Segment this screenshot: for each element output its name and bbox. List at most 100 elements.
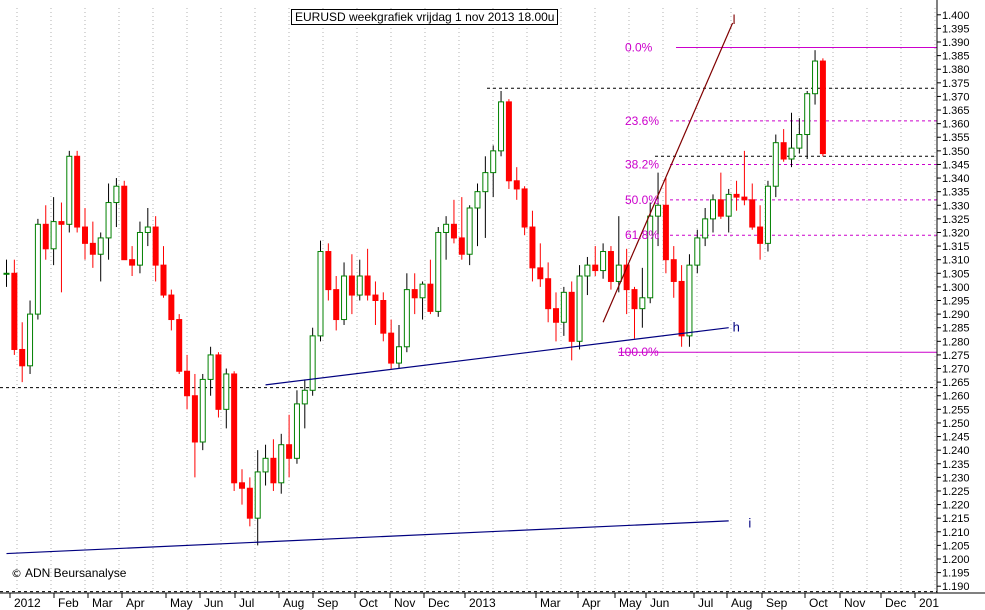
candle-body — [600, 251, 607, 272]
y-tick-label: 1.270 — [942, 364, 970, 376]
candle-body — [364, 275, 371, 296]
y-tick-label: 1.245 — [942, 432, 970, 444]
candle-body — [458, 237, 465, 255]
candle-body — [812, 60, 819, 95]
candle-body — [545, 278, 552, 310]
y-tick-label: 1.250 — [942, 418, 970, 430]
candle-body — [694, 237, 701, 266]
y-tick-label: 1.395 — [942, 23, 970, 35]
trendlines — [6, 22, 734, 555]
candle-body — [19, 348, 26, 367]
candle-body — [317, 251, 324, 337]
candle-body — [513, 180, 520, 190]
candle-body — [309, 335, 316, 391]
candle-body — [74, 155, 81, 228]
y-tick-label: 1.280 — [942, 336, 970, 348]
candle-body — [11, 272, 18, 350]
y-tick-label: 1.200 — [942, 554, 970, 566]
x-tick-label: 201 — [919, 596, 939, 610]
y-tick-label: 1.195 — [942, 568, 970, 580]
x-tick-label: Apr — [582, 596, 601, 610]
candle-body — [427, 283, 434, 312]
y-tick-label: 1.190 — [942, 581, 970, 593]
candle-body — [42, 223, 49, 250]
candle-body — [82, 226, 88, 244]
candle-body — [686, 264, 693, 337]
fib-level-label: 0.0% — [625, 40, 653, 54]
x-tick-label: Dec — [428, 596, 449, 610]
x-tick-label: 2012 — [14, 596, 41, 610]
y-tick-label: 1.330 — [942, 200, 970, 212]
x-tick-label: Aug — [731, 596, 752, 610]
candle-body — [293, 403, 300, 459]
candle-body — [710, 199, 716, 220]
candle-body — [121, 185, 128, 261]
x-tick-label: Dec — [885, 596, 906, 610]
candle-body — [647, 215, 654, 299]
candle-body — [207, 354, 214, 380]
y-tick-label: 1.300 — [942, 282, 970, 294]
candle-body — [498, 101, 505, 152]
candle-body — [764, 185, 771, 244]
candle-body — [3, 272, 10, 275]
candle-body — [796, 134, 803, 149]
y-tick-label: 1.325 — [942, 214, 970, 226]
y-tick-label: 1.320 — [942, 227, 970, 239]
candle-body — [568, 291, 575, 342]
candle-body — [403, 289, 410, 348]
y-tick-label: 1.355 — [942, 132, 970, 144]
candle-body — [396, 346, 402, 364]
y-tick-label: 1.290 — [942, 309, 970, 321]
candle-body — [615, 264, 622, 282]
x-tick-label: Apr — [126, 596, 145, 610]
fib-level-label: 50.0% — [625, 193, 659, 207]
candle-body — [341, 275, 348, 321]
candle-body — [231, 373, 238, 484]
x-tick-label: Aug — [283, 596, 304, 610]
y-tick-label: 1.365 — [942, 105, 970, 117]
candle-body — [631, 289, 638, 310]
y-tick-label: 1.385 — [942, 51, 970, 63]
copyright-text: ADN Beursanalyse — [25, 566, 127, 580]
candle-body — [435, 231, 442, 312]
y-tick-label: 1.390 — [942, 37, 970, 49]
candle-body — [191, 395, 198, 443]
candle-body — [623, 264, 630, 291]
candle-body — [34, 223, 41, 315]
candle-body — [804, 93, 811, 136]
x-tick-label: Jul — [698, 596, 713, 610]
candle-body — [50, 221, 57, 250]
trendline-label: l — [733, 12, 736, 27]
candle-body — [474, 191, 481, 209]
candle-body — [678, 280, 685, 337]
x-tick-label: May — [619, 596, 642, 610]
candle-body — [576, 275, 583, 342]
y-tick-label: 1.340 — [942, 173, 970, 185]
candle-body — [639, 297, 646, 310]
trendline-h — [265, 327, 729, 386]
candle-body — [388, 332, 395, 364]
candle-body — [27, 313, 34, 367]
x-tick-label: Feb — [58, 596, 79, 610]
candle-body — [529, 226, 536, 269]
candle-body — [199, 378, 206, 443]
candle-body — [152, 226, 159, 266]
candle-body — [58, 221, 65, 225]
candle-body — [725, 193, 732, 217]
candle-body — [505, 101, 512, 182]
x-tick-label: Jun — [650, 596, 669, 610]
candle-body — [278, 444, 285, 484]
candle-body — [772, 142, 779, 187]
y-tick-label: 1.345 — [942, 159, 970, 171]
candle-body — [490, 150, 497, 174]
x-tick-label: Oct — [359, 596, 378, 610]
candle-body — [184, 370, 191, 397]
candle-body — [89, 242, 96, 255]
y-tick-label: 1.230 — [942, 472, 970, 484]
x-tick-label: May — [170, 596, 193, 610]
candle-body — [741, 196, 748, 201]
trendline-i — [6, 520, 729, 555]
candle-body — [136, 231, 143, 266]
candle-body — [301, 389, 308, 405]
